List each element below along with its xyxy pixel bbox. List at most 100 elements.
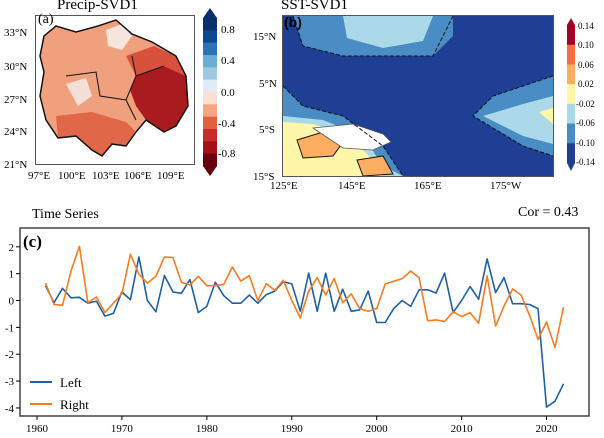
lon-tick: 106°E	[124, 170, 152, 182]
lat-tick: 15°N	[253, 31, 277, 43]
colorbar-bin	[567, 123, 575, 144]
colorbar-bin	[203, 116, 217, 130]
x-tick-label: 1990	[281, 423, 304, 435]
colorbar-bin	[567, 103, 575, 125]
colorbar-extend-top	[203, 8, 217, 18]
lon-tick: 103°E	[92, 170, 120, 182]
y-tick-label: -3	[5, 376, 15, 388]
precip-map	[35, 15, 195, 165]
colorbar-tick: -0.8	[218, 148, 236, 160]
colorbar-tick: 0.14	[578, 21, 594, 31]
lon-tick: 165°E	[414, 180, 442, 192]
sst-map	[282, 15, 554, 177]
colorbar-bin	[203, 92, 217, 105]
sst-region-yellow-east	[539, 108, 553, 124]
x-tick-label: 2020	[536, 423, 559, 435]
internal-boundary	[65, 55, 165, 121]
x-tick-label: 1970	[111, 423, 134, 435]
colorbar-tick: -0.06	[576, 118, 595, 128]
colorbar-bin	[203, 129, 217, 142]
lon-tick: 125°E	[270, 180, 298, 192]
colorbar-bin	[203, 55, 217, 68]
province-boundary	[39, 19, 189, 157]
colorbar-bin	[203, 42, 217, 56]
lat-tick: 5°N	[259, 78, 277, 90]
lat-tick: 33°N	[4, 27, 28, 39]
lat-tick: 27°N	[4, 94, 28, 106]
series-line-left	[44, 256, 565, 408]
colorbar-tick: -0.4	[218, 118, 236, 130]
colorbar-tick: -0.10	[576, 138, 595, 148]
colorbar-tick: 0.0	[221, 87, 235, 99]
panel-b-title: SST-SVD1	[281, 0, 348, 13]
y-tick-label: 0	[9, 296, 15, 308]
lon-tick: 100°E	[58, 170, 86, 182]
colorbar-tick: 0.8	[221, 24, 235, 36]
colorbar-tick: 0.06	[578, 60, 594, 70]
colorbar-bin	[567, 44, 575, 65]
sst-map-canvas	[283, 16, 553, 176]
y-tick-label: 2	[9, 242, 15, 254]
y-tick-label: -1	[5, 322, 14, 334]
weak-anomaly-region-2	[66, 78, 92, 106]
colorbar-bin	[203, 79, 217, 93]
sst-region-warm-2	[356, 155, 394, 176]
lat-tick: 30°N	[4, 61, 28, 73]
weak-anomaly-region	[106, 24, 132, 50]
lat-tick: 15°S	[253, 171, 275, 183]
colorbar-extend-top	[567, 18, 575, 25]
lat-tick: 24°N	[4, 126, 28, 138]
legend-label: Left	[60, 375, 82, 390]
colorbar-extend-bottom	[203, 166, 217, 176]
y-tick-label: 1	[9, 269, 15, 281]
legend-label: Right	[60, 397, 89, 412]
time-series-chart: 2 1 0 -1 -2 -3 -4 1960 1970 1980 1990 2000 2010 2020 (…	[5, 227, 590, 435]
colorbar-extend-bottom	[567, 163, 575, 171]
plot-frame	[19, 227, 590, 417]
lon-tick: 97°E	[28, 170, 51, 182]
lon-tick: 109°E	[157, 170, 185, 182]
x-tick-label: 1980	[196, 423, 219, 435]
colorbar-tick: -0.14	[576, 157, 595, 167]
contour-line	[283, 16, 553, 176]
colorbar-precip	[203, 8, 217, 176]
colorbar-bin	[203, 153, 217, 167]
colorbar-bin	[567, 143, 575, 164]
correlation-annotation: Cor = 0.43	[518, 205, 579, 220]
colorbar-sst	[567, 18, 575, 171]
colorbar-bin	[567, 84, 575, 105]
south-anomaly-region	[56, 112, 136, 156]
lat-tick: 5°S	[259, 124, 276, 136]
colorbar-bin	[203, 141, 217, 155]
colorbar-tick: -0.02	[576, 99, 595, 109]
colorbar-bin	[203, 67, 217, 81]
colorbar-tick: 0.4	[221, 55, 235, 67]
colorbar-tick: 0.10	[578, 40, 594, 50]
x-tick-label: 1960	[26, 423, 49, 435]
colorbar-bin	[203, 30, 217, 44]
panel-c-label: (c)	[23, 232, 42, 251]
x-tick-label: 2010	[451, 423, 474, 435]
panel-a-label: (a)	[38, 12, 54, 27]
colorbar-bin	[203, 18, 217, 31]
sst-region-weak-north	[343, 16, 433, 48]
series-line-right	[44, 245, 565, 349]
moderate-anomaly-region	[126, 46, 186, 76]
y-tick-label: -2	[5, 349, 14, 361]
panel-a-title: Precip-SVD1	[57, 0, 138, 13]
colorbar-bin	[203, 104, 217, 118]
colorbar-tick: 0.02	[578, 79, 594, 89]
y-tick-label: -4	[5, 403, 15, 415]
precip-map-canvas	[39, 19, 189, 157]
land-new-guinea	[311, 123, 392, 151]
colorbar-bin	[567, 64, 575, 85]
lon-tick: 175°W	[490, 180, 522, 192]
high-anomaly-region	[130, 66, 188, 132]
chart-title: Time Series	[32, 207, 99, 222]
panel-b-label: (b)	[284, 14, 302, 30]
lon-tick: 145°E	[338, 180, 366, 192]
lat-tick: 21°N	[4, 159, 28, 171]
colorbar-bin	[567, 25, 575, 46]
sst-region-weak-east	[483, 96, 553, 144]
x-tick-label: 2000	[366, 423, 389, 435]
